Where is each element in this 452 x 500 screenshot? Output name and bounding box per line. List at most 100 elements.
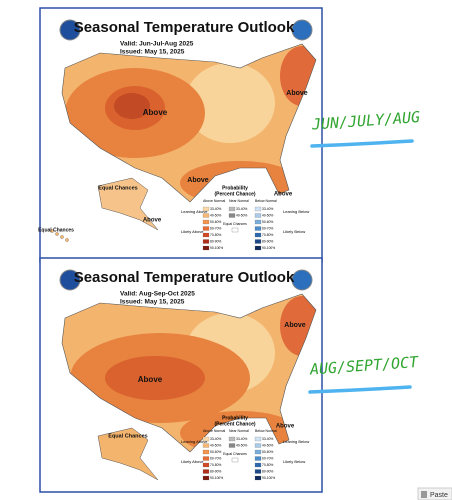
swatch-equal bbox=[231, 457, 239, 463]
bin-label: 90-100% bbox=[210, 246, 223, 250]
highlight-stroke bbox=[310, 139, 414, 148]
side-label: Leaning Above bbox=[181, 209, 208, 214]
swatch-above bbox=[202, 475, 210, 481]
side-label: Leaning Below bbox=[283, 209, 309, 214]
swatch-below bbox=[254, 443, 262, 448]
swatch-above bbox=[202, 213, 210, 218]
legend: Probability(Percent Chance) Above Normal N… bbox=[181, 185, 309, 251]
above-darkest bbox=[114, 93, 150, 119]
legend-header: Below Normal bbox=[255, 199, 277, 203]
map-label: Equal Chances bbox=[108, 433, 147, 439]
swatch-above bbox=[202, 206, 210, 212]
bin-label: 80-90% bbox=[210, 239, 221, 243]
noaa-logo bbox=[59, 269, 81, 291]
map-label: Above bbox=[286, 90, 308, 97]
map-label: Above bbox=[284, 322, 306, 329]
map-label: Equal Chances bbox=[38, 227, 74, 233]
bin-label: 40-50% bbox=[262, 443, 273, 447]
legend-header: Near Normal bbox=[229, 429, 249, 433]
hawaii-island bbox=[60, 235, 64, 239]
map-label: Above bbox=[274, 192, 293, 198]
bin-label: 33-40% bbox=[262, 207, 273, 211]
swatch-above bbox=[202, 436, 210, 442]
hawaii-island bbox=[65, 238, 69, 242]
swatch-near bbox=[228, 436, 236, 442]
side-label: Likely Above bbox=[181, 459, 204, 464]
bin-label: 40-50% bbox=[210, 213, 221, 217]
swatch-above bbox=[202, 462, 210, 468]
map-label: Above bbox=[143, 108, 168, 117]
swatch-below bbox=[254, 245, 262, 251]
legend-title: Probability bbox=[222, 185, 248, 191]
legend-title: Probability bbox=[222, 415, 248, 421]
swatch-above bbox=[202, 449, 210, 455]
swatch-above bbox=[202, 469, 210, 474]
side-label: Likely Below bbox=[283, 459, 305, 464]
paste-button[interactable]: Paste bbox=[417, 487, 452, 500]
bin-label: 70-80% bbox=[262, 233, 273, 237]
swatch-below bbox=[254, 239, 262, 244]
bin-label: 90-100% bbox=[262, 476, 275, 480]
bin-label: 50-60% bbox=[210, 220, 221, 224]
bin-label: 80-90% bbox=[262, 239, 273, 243]
legend-header: Above Normal bbox=[203, 199, 225, 203]
swatch-below bbox=[254, 456, 262, 461]
valid-text: Valid: Aug-Sep-Oct 2025 bbox=[120, 291, 195, 298]
side-label: Leaning Above bbox=[181, 439, 208, 444]
bin-label: 60-70% bbox=[262, 226, 273, 230]
legend-subtitle: (Percent Chance) bbox=[214, 191, 255, 197]
bin-label: 60-70% bbox=[210, 226, 221, 230]
bin-label: 40-50% bbox=[262, 213, 273, 217]
swatch-below bbox=[254, 462, 262, 468]
swatch-below bbox=[254, 206, 262, 212]
equal-label: Equal Chances bbox=[223, 452, 247, 456]
side-label: Likely Above bbox=[181, 229, 204, 234]
swatch-below bbox=[254, 475, 262, 481]
legend-subtitle: (Percent Chance) bbox=[214, 421, 255, 427]
bin-label: 90-100% bbox=[262, 246, 275, 250]
legend-header: Above Normal bbox=[203, 429, 225, 433]
bin-label: 70-80% bbox=[210, 463, 221, 467]
swatch-above bbox=[202, 219, 210, 225]
map-label: Equal Chances bbox=[98, 185, 137, 191]
issued-text: Issued: May 15, 2025 bbox=[120, 49, 185, 56]
panel-title: Seasonal Temperature Outlook bbox=[74, 19, 295, 36]
swatch-below bbox=[254, 232, 262, 238]
swatch-below bbox=[254, 436, 262, 442]
side-label: Leaning Below bbox=[283, 439, 309, 444]
above-core bbox=[105, 356, 205, 400]
legend: Probability(Percent Chance) Above Normal N… bbox=[181, 415, 309, 481]
swatch-above bbox=[202, 245, 210, 251]
swatch-near bbox=[228, 213, 236, 218]
swatch-near bbox=[228, 443, 236, 448]
bin-label: 40-50% bbox=[236, 213, 247, 217]
swatch-above bbox=[202, 226, 210, 231]
alaska bbox=[97, 177, 159, 231]
legend-header: Near Normal bbox=[229, 199, 249, 203]
paste-label[interactable]: Paste bbox=[430, 492, 448, 499]
us-outline bbox=[61, 293, 317, 453]
nws-logo bbox=[291, 19, 313, 41]
bin-label: 40-50% bbox=[236, 443, 247, 447]
map-label: Above bbox=[187, 177, 209, 184]
hawaii-island bbox=[55, 232, 59, 236]
legend-header: Below Normal bbox=[255, 429, 277, 433]
bin-label: 70-80% bbox=[262, 463, 273, 467]
swatch-below bbox=[254, 449, 262, 455]
swatch-above bbox=[202, 239, 210, 244]
map-label: Above bbox=[138, 375, 163, 384]
valid-text: Valid: Jun-Jul-Aug 2025 bbox=[120, 41, 194, 48]
equal-label: Equal Chances bbox=[223, 222, 247, 226]
panel-title: Seasonal Temperature Outlook bbox=[74, 269, 295, 286]
paste-icon bbox=[421, 491, 427, 498]
light-zone bbox=[185, 63, 275, 143]
bin-label: 33-40% bbox=[210, 437, 221, 441]
noaa-logo bbox=[59, 19, 81, 41]
outlook-panel: Seasonal Temperature Outlook Valid: Aug-S… bbox=[39, 257, 323, 493]
bin-label: 33-40% bbox=[236, 437, 247, 441]
us-outline bbox=[61, 43, 317, 203]
swatch-above bbox=[202, 232, 210, 238]
swatch-below bbox=[254, 213, 262, 218]
swatch-near bbox=[228, 206, 236, 212]
side-label: Likely Below bbox=[283, 229, 305, 234]
